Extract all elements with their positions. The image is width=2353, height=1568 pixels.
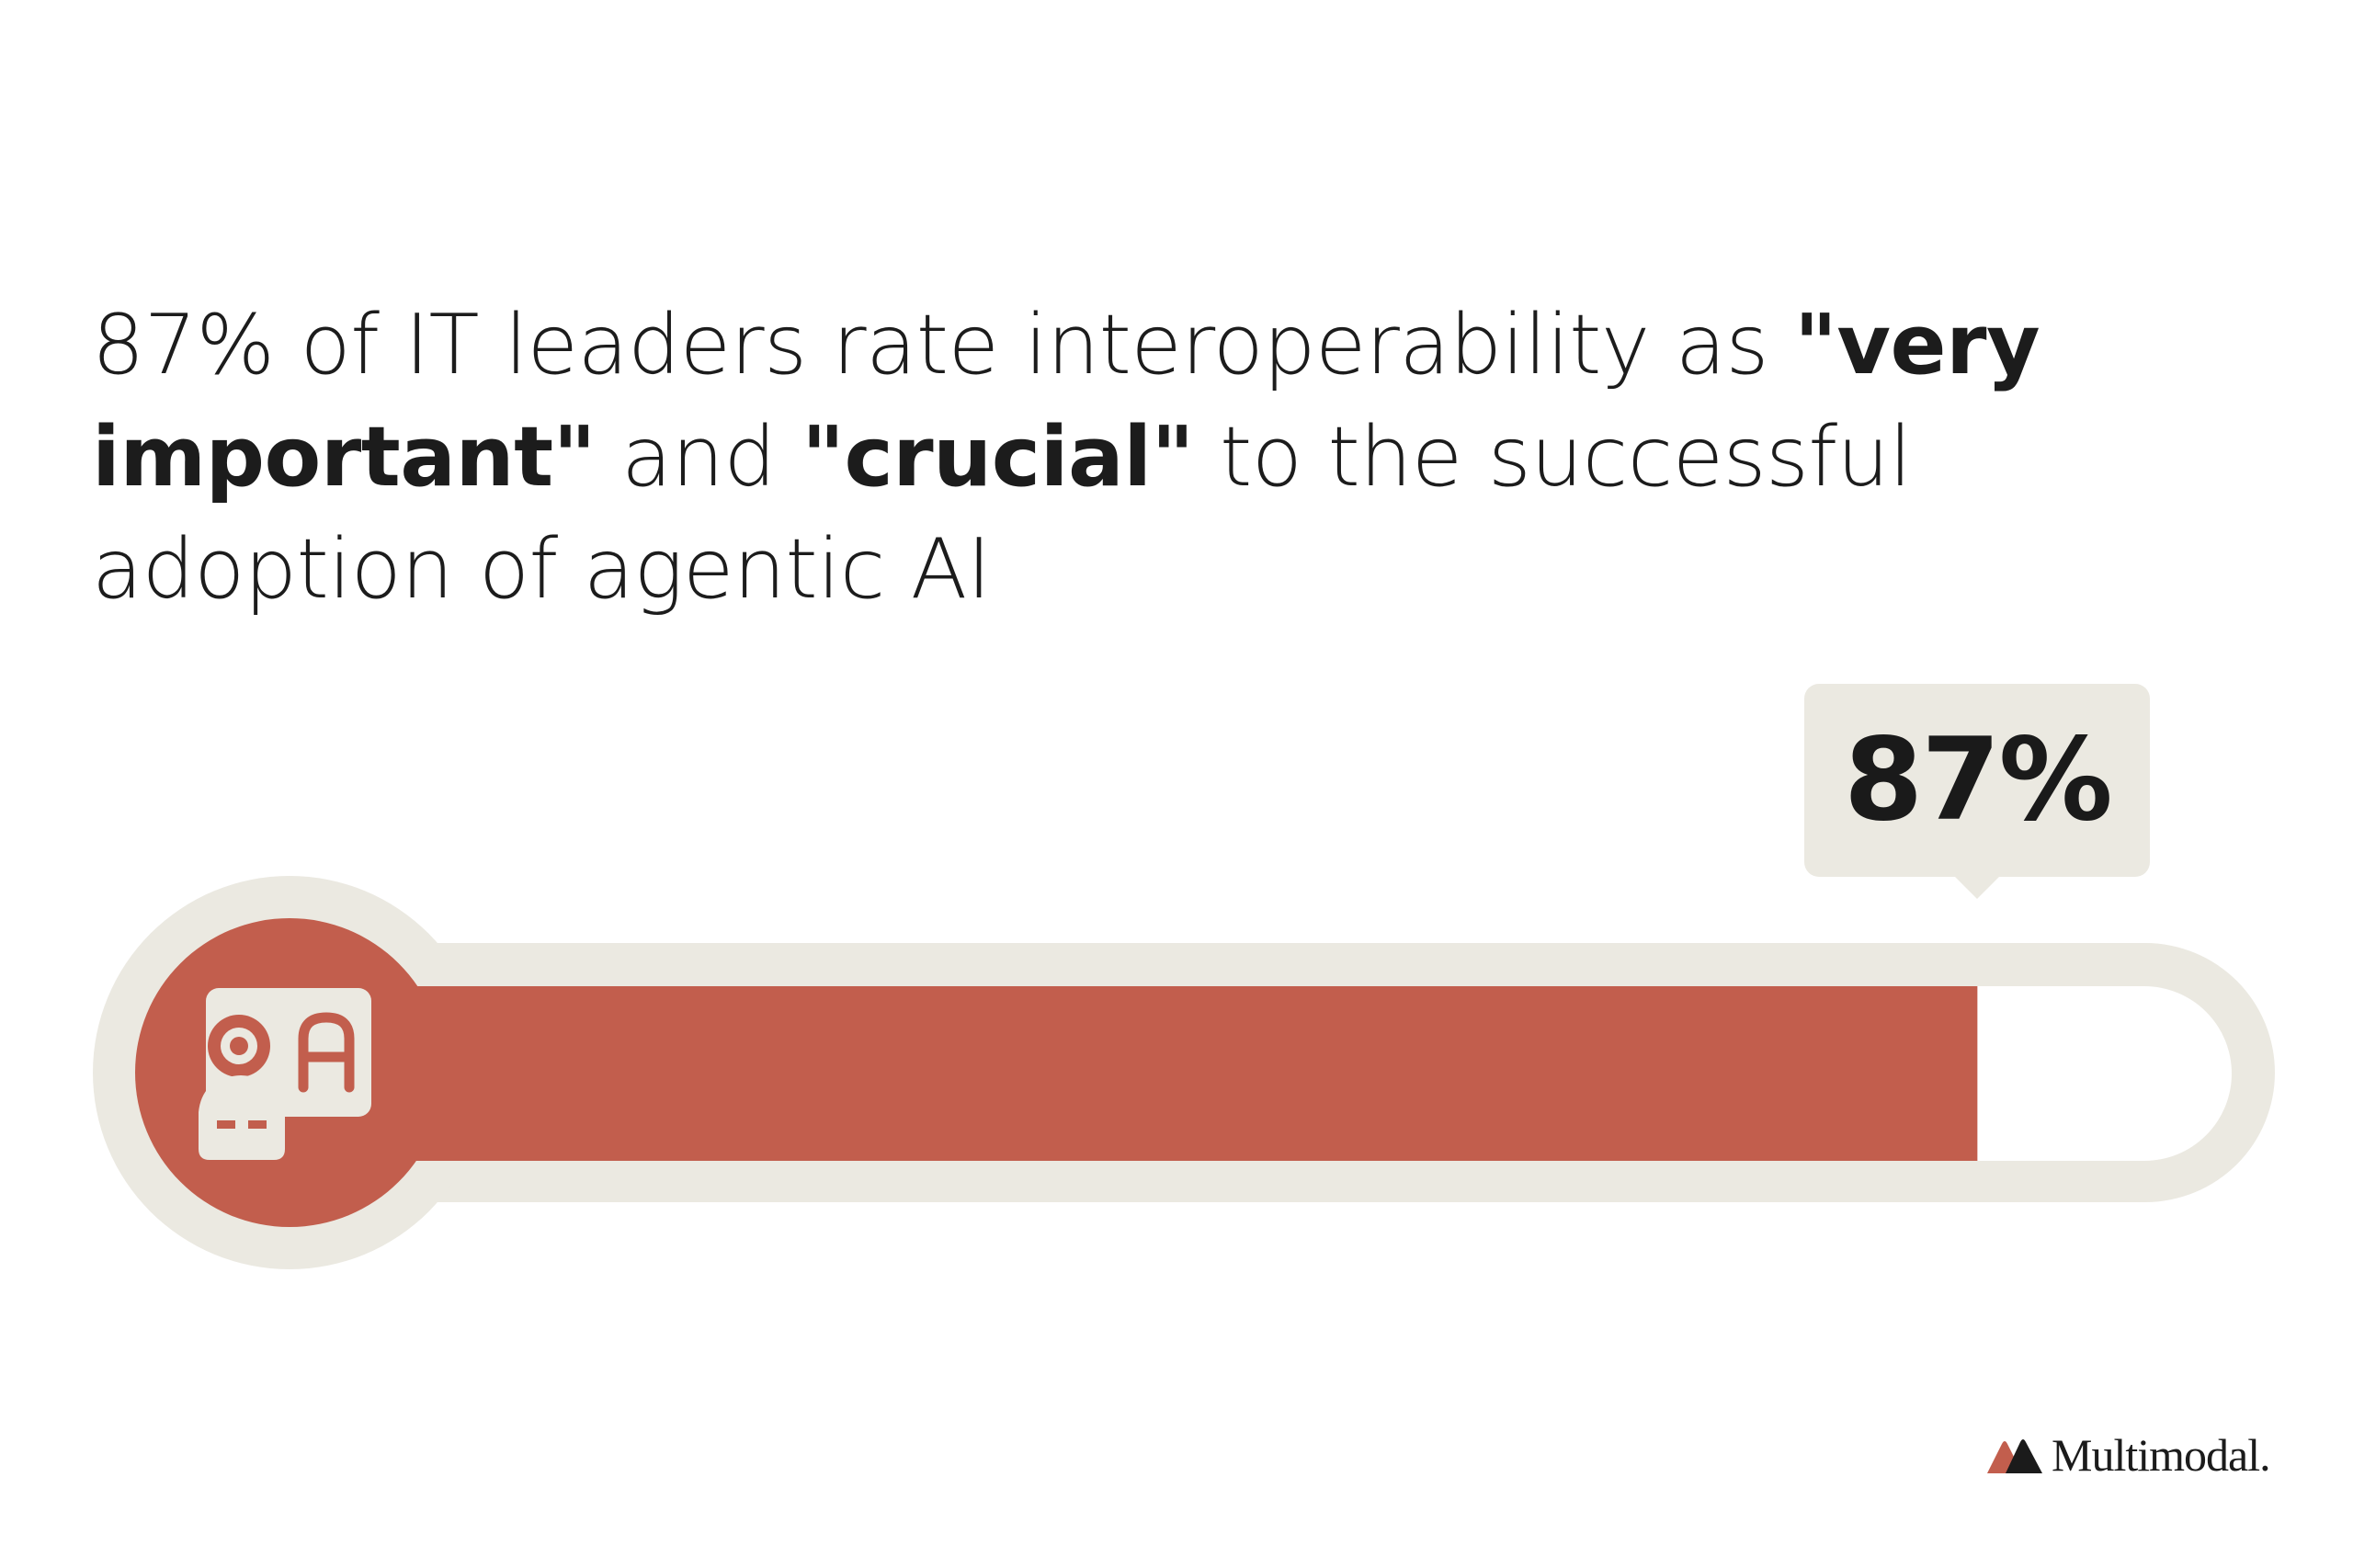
value-callout: 87%: [1804, 684, 2151, 899]
agent-icon: [199, 988, 371, 1160]
logo-text: Multimodal.: [2052, 1429, 2271, 1481]
value-label: 87%: [1843, 714, 2113, 846]
multimodal-logo-icon: [1987, 1439, 2042, 1473]
gauge-fill-bar: [386, 986, 1978, 1161]
headline-emphasis-2: "crucial": [801, 409, 1194, 506]
brand-logo: Multimodal.: [1985, 1429, 2271, 1481]
headline: 87% of IT leaders rate interoperability …: [92, 297, 2040, 618]
headline-emphasis-1: "very important": [92, 297, 2040, 506]
